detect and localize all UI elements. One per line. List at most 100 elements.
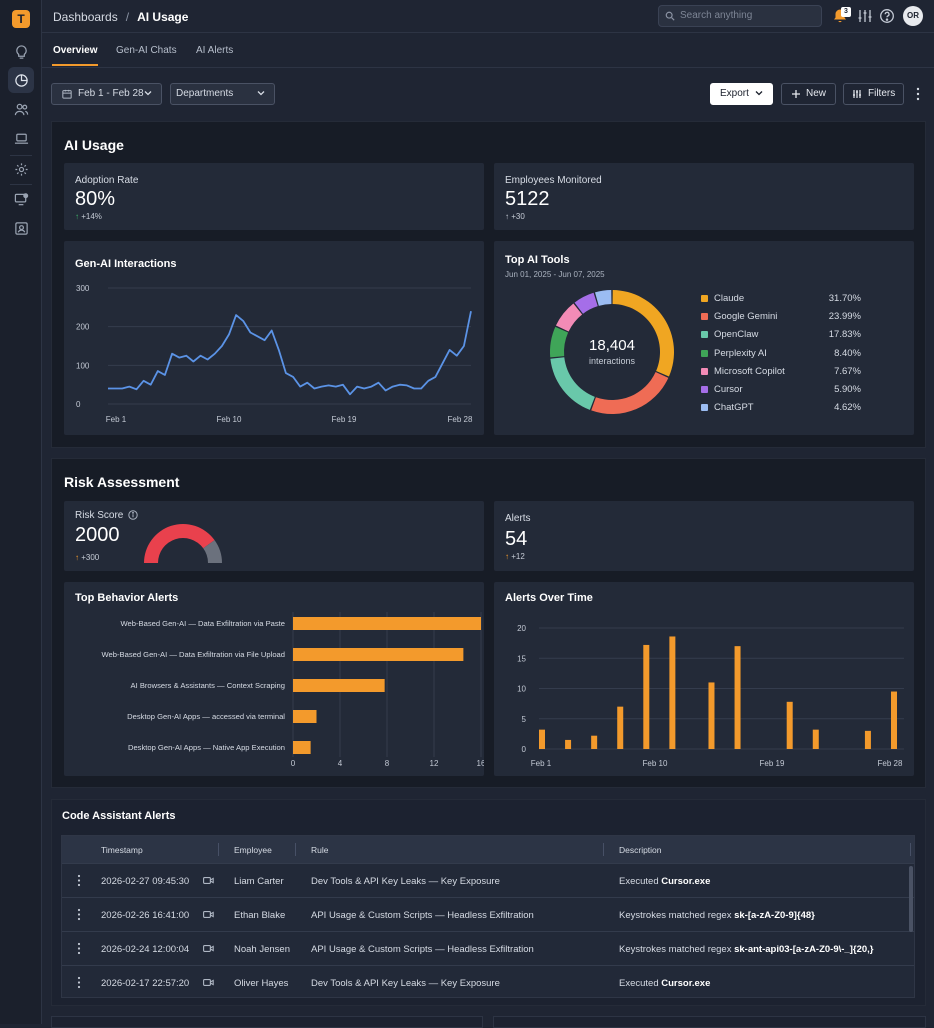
active-tab-indicator: [52, 64, 98, 66]
column-description[interactable]: Description: [619, 845, 662, 855]
table-row[interactable]: 2026-02-24 12:00:04 Noah Jensen API Usag…: [62, 931, 914, 965]
behavior-alert-bar[interactable]: [293, 741, 311, 754]
donut-slice[interactable]: [550, 357, 595, 410]
behavior-alert-bar[interactable]: [293, 617, 481, 630]
arrow-up-icon: ↑: [75, 212, 79, 221]
row-actions-icon[interactable]: [77, 976, 81, 989]
legend-label: Perplexity AI: [714, 347, 767, 359]
table-row[interactable]: 2026-02-27 09:45:30 Liam Carter Dev Tool…: [62, 863, 914, 897]
legend-item[interactable]: Claude 31.70%: [701, 293, 861, 305]
sliders-icon[interactable]: [857, 8, 873, 24]
donut-slice[interactable]: [550, 326, 569, 358]
risk-score-delta: ↑ +300: [75, 553, 100, 562]
category-label: Desktop Gen-AI Apps — accessed via termi…: [127, 712, 285, 721]
row-actions-icon[interactable]: [77, 908, 81, 921]
x-tick-label: 12: [430, 759, 439, 768]
interactions-series-line: [108, 311, 472, 396]
legend-item[interactable]: Perplexity AI 8.40%: [701, 348, 861, 360]
behavior-alert-bar[interactable]: [293, 648, 464, 661]
code-assistant-alerts-title: Code Assistant Alerts: [62, 810, 176, 822]
alerts-over-time-bar[interactable]: [734, 646, 741, 749]
legend-item[interactable]: Google Gemini 23.99%: [701, 311, 861, 323]
donut-slice[interactable]: [574, 292, 598, 314]
donut-slice[interactable]: [555, 303, 583, 332]
breadcrumb-dashboards[interactable]: Dashboards: [53, 10, 118, 24]
lightbulb-icon[interactable]: [8, 39, 34, 65]
alerts-over-time-bar[interactable]: [565, 739, 572, 749]
legend-swatch: [701, 367, 708, 375]
info-icon[interactable]: [128, 510, 138, 520]
alerts-over-time-bar[interactable]: [812, 729, 819, 749]
alerts-over-time-bar[interactable]: [708, 682, 715, 749]
row-actions-icon[interactable]: [77, 874, 81, 887]
y-tick-label: 0: [76, 400, 81, 409]
gauge-remainder: [203, 540, 222, 563]
alerts-over-time-bar[interactable]: [786, 701, 793, 749]
gauge-fill: [144, 524, 215, 563]
notification-count-badge: 3: [841, 7, 851, 17]
table-row[interactable]: 2026-02-17 22:57:20 Oliver Hayes Dev Too…: [62, 965, 914, 997]
alerts-over-time-bar[interactable]: [617, 706, 624, 749]
risk-score-label: Risk Score: [75, 510, 124, 521]
x-tick-label: Feb 10: [643, 759, 668, 768]
table-row[interactable]: 2026-02-26 16:41:00 Ethan Blake API Usag…: [62, 897, 914, 931]
tab-gen-ai-chats[interactable]: Gen-AI Chats: [116, 45, 177, 56]
legend-item[interactable]: OpenClaw 17.83%: [701, 329, 861, 341]
table-scrollbar[interactable]: [909, 866, 913, 932]
filters-label: Filters: [868, 88, 896, 99]
column-divider: [603, 843, 604, 856]
contact-card-icon[interactable]: [8, 215, 34, 241]
user-avatar[interactable]: OR: [903, 6, 923, 26]
legend-label: ChatGPT: [714, 402, 754, 414]
video-camera-icon[interactable]: [203, 876, 214, 885]
column-employee[interactable]: Employee: [234, 845, 272, 855]
gear-icon[interactable]: [8, 156, 34, 182]
help-icon[interactable]: [879, 8, 895, 24]
top-ai-tools-donut: [550, 290, 674, 414]
alerts-over-time-chart: 0 5 10 15 20 Feb 1 Feb 10 Feb 19 Feb 28: [517, 624, 904, 768]
y-tick-label: 20: [517, 624, 526, 633]
video-camera-icon[interactable]: [203, 944, 214, 953]
app-logo[interactable]: T: [12, 10, 30, 28]
alerts-over-time-bar[interactable]: [891, 691, 897, 749]
column-timestamp[interactable]: Timestamp: [101, 845, 143, 855]
legend-item[interactable]: ChatGPT 4.62%: [701, 402, 861, 414]
users-icon[interactable]: [8, 96, 34, 122]
search-input[interactable]: Search anything: [658, 5, 822, 27]
tab-ai-alerts[interactable]: AI Alerts: [196, 45, 234, 56]
video-camera-icon[interactable]: [203, 910, 214, 919]
departments-select[interactable]: Departments: [170, 83, 275, 105]
alerts-over-time-bar[interactable]: [669, 636, 676, 749]
alerts-over-time-bar[interactable]: [539, 729, 545, 749]
employees-monitored-value: 5122: [505, 188, 550, 210]
alerts-over-time-bar[interactable]: [591, 735, 598, 749]
monitor-alert-icon[interactable]: [8, 186, 34, 212]
laptop-icon[interactable]: [8, 125, 34, 151]
tab-overview[interactable]: Overview: [53, 45, 98, 56]
employees-monitored-card: Employees Monitored 5122 ↑ +30: [494, 163, 914, 230]
employee-cell[interactable]: Liam Carter: [234, 876, 284, 887]
behavior-alert-bar[interactable]: [293, 710, 317, 723]
employee-cell[interactable]: Oliver Hayes: [234, 978, 289, 989]
column-rule[interactable]: Rule: [311, 845, 329, 855]
export-button[interactable]: Export: [710, 83, 773, 105]
legend-item[interactable]: Cursor 5.90%: [701, 384, 861, 396]
donut-slice[interactable]: [591, 372, 669, 414]
alerts-over-time-bar[interactable]: [643, 644, 650, 749]
alerts-over-time-bar[interactable]: [864, 730, 871, 749]
date-range-picker[interactable]: Feb 1 - Feb 28: [51, 83, 162, 105]
pie-chart-icon[interactable]: [8, 67, 34, 93]
donut-slice[interactable]: [594, 290, 612, 306]
x-tick-label: 16: [477, 759, 484, 768]
donut-slice[interactable]: [612, 290, 674, 377]
description-match: Cursor.exe: [661, 978, 711, 989]
behavior-alert-bar[interactable]: [293, 679, 385, 692]
new-button[interactable]: New: [781, 83, 836, 105]
filters-button[interactable]: Filters: [843, 83, 904, 105]
employee-cell[interactable]: Noah Jensen: [234, 944, 290, 955]
video-camera-icon[interactable]: [203, 978, 214, 987]
employee-cell[interactable]: Ethan Blake: [234, 910, 286, 921]
legend-item[interactable]: Microsoft Copilot 7.67%: [701, 366, 861, 378]
row-actions-icon[interactable]: [77, 942, 81, 955]
more-options-icon[interactable]: [915, 87, 921, 101]
